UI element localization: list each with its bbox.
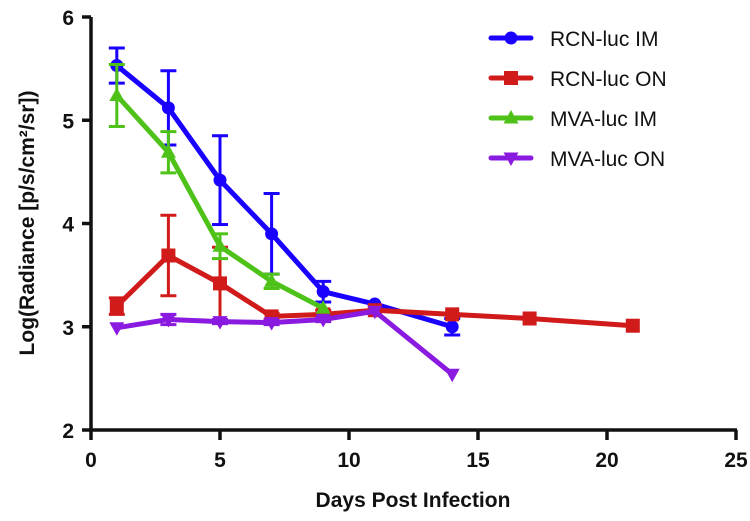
data-point (109, 87, 125, 101)
data-point (444, 368, 460, 383)
data-point (109, 322, 125, 336)
data-point (367, 305, 383, 320)
data-point (445, 307, 460, 322)
x-tick-label: 15 (466, 449, 490, 472)
data-point (264, 317, 280, 331)
data-point (161, 248, 176, 263)
data-point (315, 300, 331, 314)
data-point (265, 227, 279, 241)
legend-label: MVA-luc IM (550, 108, 657, 131)
data-point (625, 318, 640, 333)
legend-marker (504, 31, 518, 45)
legend-label: MVA-luc ON (550, 148, 665, 171)
x-tick-label: 10 (337, 449, 360, 472)
data-point (445, 320, 459, 334)
legend-label: RCN-luc ON (550, 68, 667, 91)
plot-area (108, 46, 640, 383)
data-point (212, 316, 228, 330)
x-tick-label: 5 (214, 449, 226, 472)
data-point (212, 238, 228, 252)
data-point (264, 273, 280, 287)
x-ticks: 0 5 10 15 20 25 (85, 430, 748, 472)
series-mva-luc-on (109, 305, 460, 383)
legend-item: MVA-luc ON (488, 148, 665, 171)
data-point (213, 276, 227, 291)
y-axis-title: Log(Radiance [p/s/cm²/sr]) (16, 91, 39, 356)
data-point (315, 314, 331, 328)
data-point (522, 311, 537, 326)
y-ticks: 2 3 4 5 6 (62, 7, 91, 443)
data-point (109, 299, 124, 314)
x-tick-label: 25 (724, 449, 748, 472)
legend-marker (504, 71, 518, 85)
legend-marker (503, 110, 519, 124)
legend-marker (503, 152, 519, 166)
y-tick-label: 5 (62, 110, 74, 133)
legend-label: RCN-luc IM (550, 28, 659, 51)
x-tick-label: 0 (85, 449, 97, 472)
y-tick-label: 4 (62, 214, 74, 237)
x-tick-label: 20 (595, 449, 618, 472)
legend: RCN-luc IM RCN-luc ON MVA-luc IM MVA-luc ON (488, 28, 667, 171)
data-point (160, 144, 176, 158)
x-axis-title: Days Post Infection (316, 489, 511, 512)
legend-item: RCN-luc ON (488, 68, 667, 91)
y-tick-label: 2 (62, 420, 74, 443)
data-point (213, 173, 227, 187)
y-tick-label: 6 (62, 7, 74, 30)
data-point (316, 285, 330, 299)
series-rcn-luc-im (108, 46, 461, 337)
legend-item: MVA-luc IM (488, 108, 657, 131)
y-tick-label: 3 (62, 317, 74, 340)
data-point (161, 101, 175, 115)
series-mva-luc-im (108, 62, 331, 314)
data-point (160, 314, 176, 328)
legend-item: RCN-luc IM (488, 28, 659, 51)
